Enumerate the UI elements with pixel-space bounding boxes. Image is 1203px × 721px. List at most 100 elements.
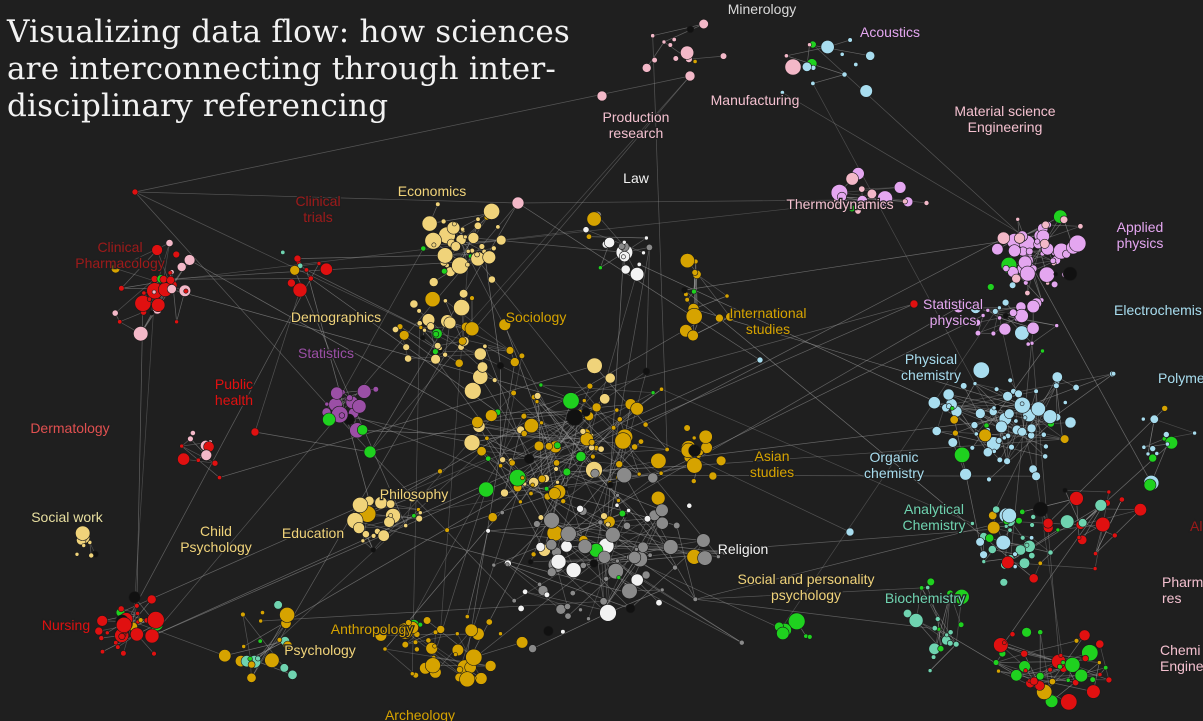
network-node <box>545 538 558 551</box>
network-node <box>316 261 322 266</box>
network-node <box>1004 408 1015 419</box>
network-node <box>1026 423 1037 434</box>
network-node <box>520 413 528 420</box>
network-node <box>837 191 847 202</box>
network-node <box>195 457 201 463</box>
network-node <box>1047 667 1053 673</box>
network-node <box>614 407 620 413</box>
network-node <box>111 309 119 317</box>
network-node <box>629 267 645 282</box>
network-node <box>543 512 560 529</box>
network-edge <box>480 376 546 479</box>
network-node <box>258 618 264 624</box>
network-node <box>1060 514 1075 529</box>
network-edge <box>1055 385 1063 440</box>
label-thermodynamics: Thermodynamics <box>786 196 893 212</box>
network-node <box>588 444 595 452</box>
network-edge <box>1143 443 1168 448</box>
network-edge <box>619 419 640 475</box>
network-node <box>386 499 396 509</box>
network-node <box>276 637 283 643</box>
network-node <box>1059 215 1069 224</box>
label-applied-physics: Applied physics <box>1117 219 1164 251</box>
network-node <box>691 435 697 441</box>
network-node <box>1072 679 1080 687</box>
network-node <box>88 552 94 559</box>
network-node <box>1069 491 1084 506</box>
network-node <box>807 42 812 48</box>
network-node <box>1055 527 1061 533</box>
network-node <box>485 409 498 422</box>
network-edge <box>465 75 691 328</box>
network-node <box>1051 371 1063 383</box>
network-node <box>391 325 399 333</box>
network-node <box>187 435 194 442</box>
network-node <box>946 639 954 647</box>
network-node <box>1141 444 1147 450</box>
label-public-health: Public health <box>215 376 253 408</box>
label-analytical-line-1: Analytical <box>904 501 964 517</box>
network-node <box>579 562 587 569</box>
network-edge <box>927 587 939 620</box>
network-node <box>483 202 501 220</box>
network-node <box>508 469 527 487</box>
network-node <box>1003 457 1011 465</box>
network-node <box>1026 321 1040 335</box>
network-edge <box>695 520 1007 600</box>
network-node <box>615 492 620 498</box>
network-node <box>1007 377 1013 383</box>
network-node <box>500 488 509 498</box>
network-node <box>177 452 190 466</box>
network-node <box>1064 657 1081 673</box>
network-node <box>183 288 189 294</box>
network-node <box>1018 557 1031 569</box>
network-edge <box>219 365 595 478</box>
label-education: Education <box>282 525 344 541</box>
network-node <box>679 253 695 269</box>
network-node <box>579 428 587 435</box>
network-node <box>610 425 617 431</box>
network-node <box>599 604 617 622</box>
network-edge <box>999 429 1018 461</box>
network-node <box>970 421 979 429</box>
network-node <box>960 382 968 390</box>
network-node <box>322 412 336 427</box>
network-node <box>1019 535 1026 541</box>
network-edge <box>306 269 370 501</box>
network-node <box>650 490 666 506</box>
network-node <box>1105 676 1113 684</box>
network-node <box>1023 668 1028 673</box>
network-node <box>324 401 330 407</box>
network-edge <box>693 295 728 310</box>
label-physical-chemistry-line-1: Physical <box>905 351 957 367</box>
network-node <box>1033 388 1039 394</box>
label-asian-line-1: Asian <box>754 448 789 464</box>
network-edge <box>688 55 724 60</box>
network-edge <box>517 202 761 361</box>
network-node <box>604 526 621 543</box>
network-node <box>417 510 423 516</box>
network-node <box>1031 401 1046 417</box>
network-node <box>1103 665 1109 671</box>
network-node <box>1014 544 1026 556</box>
network-node <box>672 55 679 62</box>
network-edge <box>483 251 501 366</box>
network-edge <box>460 225 479 263</box>
network-node <box>923 200 930 206</box>
network-edge <box>540 441 642 518</box>
label-minerology: Minerology <box>728 1 796 17</box>
network-node <box>1095 639 1105 649</box>
label-archeology: Archeology <box>385 707 455 721</box>
network-node <box>1081 654 1089 662</box>
network-edge <box>163 278 311 280</box>
network-node <box>544 442 553 451</box>
network-node <box>543 591 551 598</box>
network-node <box>450 241 461 252</box>
network-edge <box>342 248 424 393</box>
network-node <box>997 315 1002 321</box>
network-edge <box>300 263 320 267</box>
network-edge <box>1095 509 1141 554</box>
network-node <box>659 386 664 392</box>
network-node <box>471 416 484 429</box>
network-edge <box>696 274 728 297</box>
